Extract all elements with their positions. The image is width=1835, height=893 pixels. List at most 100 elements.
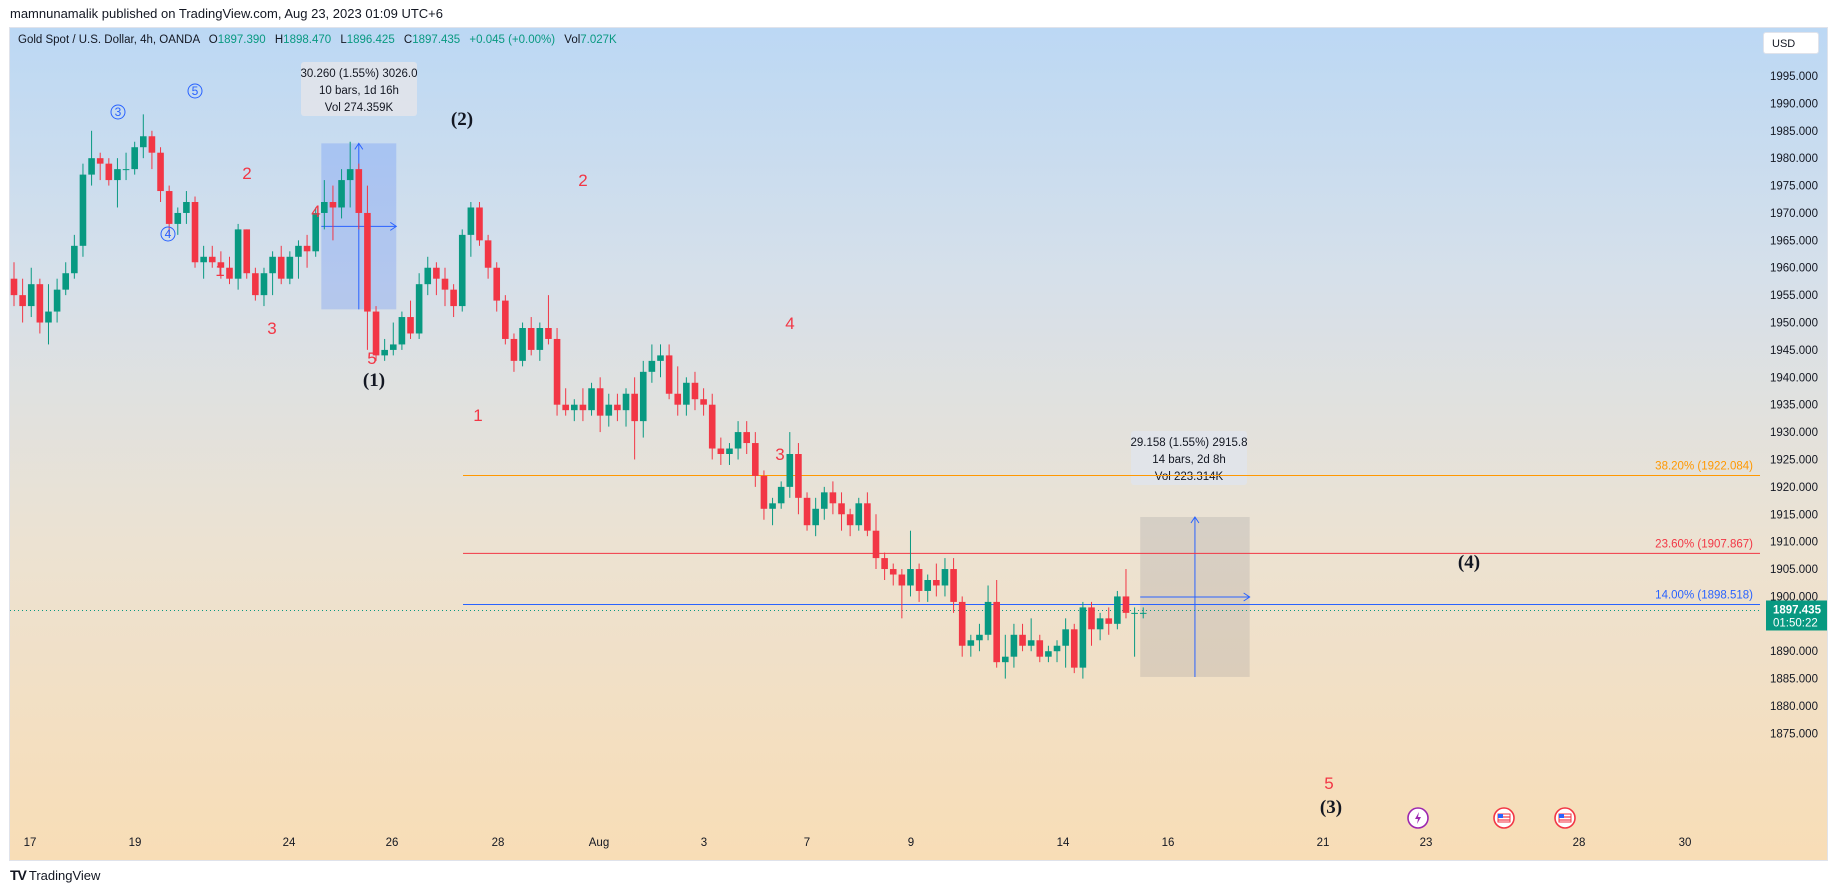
open-label: O [208,34,218,46]
volume-label: Vol [564,34,581,46]
candle-body [243,229,251,274]
candle-body [1002,656,1009,663]
candle-body [27,284,35,307]
candle-body [812,508,819,526]
volume-value: 7.027K [580,34,617,46]
chart-frame[interactable]: 30.260 (1.55%) 3026.0 10 bars, 1d 16h Vol … [9,27,1828,861]
candle-body [19,295,26,307]
change-value: +0.045 (+0.00%) [469,34,556,46]
wave-label-minor: 5 [1324,774,1333,793]
candle-body [734,432,742,449]
candle-body [105,163,113,181]
candle-body [1114,596,1121,624]
wave-label-circled [160,226,176,242]
candle-body [752,443,759,476]
y-axis-tick-label: 1930.000 [1770,427,1818,439]
fib-level-label: 23.60% (1907.867) [1655,538,1753,550]
candle-body [1139,612,1147,614]
candle-body [1131,612,1138,614]
candle-body [1079,607,1087,668]
candle-body [881,558,888,570]
candle-body [62,273,70,290]
candle-body [872,530,880,559]
x-axis-tick-label: 28 [492,837,505,849]
y-axis-tick-label: 1960.000 [1770,263,1818,275]
y-axis-tick-label: 1935.000 [1770,400,1818,412]
wave-label-major: (2) [451,109,473,130]
currency-button[interactable]: USD [1763,32,1819,54]
candle-body [588,388,595,411]
candle-body [415,284,423,334]
candle-body [976,634,983,641]
candle-body [346,169,354,181]
high-label: H [274,34,284,46]
flag-canton [1559,814,1564,818]
candle-body [329,202,337,208]
candle-body [993,601,1000,663]
x-axis-tick-label: 16 [1162,837,1175,849]
y-axis-tick-label: 1955.000 [1770,290,1818,302]
candle-body [312,212,319,252]
y-axis-tick-label: 1925.000 [1770,454,1818,466]
candle-body [1036,640,1044,657]
candle-body [450,289,457,307]
candle-body [234,229,242,279]
wave-label-minor: 4 [311,202,320,221]
candle-body [157,152,164,192]
candle-body [510,338,518,361]
arrow-head [354,142,364,150]
y-axis-tick-label: 1885.000 [1770,674,1818,686]
candle-body [527,328,535,350]
wave-label-major: (4) [1458,552,1480,573]
candle-body [829,492,837,504]
wave-label-minor: 2 [578,171,587,190]
candle-body [338,180,345,208]
candle-body [295,245,302,257]
wave-label-minor: 1 [215,261,224,280]
candle-body [1045,651,1052,657]
candle-body [433,267,440,279]
candle-body [217,262,225,268]
candle-body [907,569,914,586]
last-price-tag [1766,600,1827,631]
x-axis-tick-label: 19 [129,837,142,849]
candle-body [1122,596,1130,613]
wave-label-minor: 5 [367,349,376,368]
y-axis-tick-label: 1985.000 [1770,126,1818,138]
wave-label-circled [187,83,203,99]
wave-label-circled [110,104,126,120]
candle-body [605,404,613,416]
candle-body [614,404,621,411]
candle-body [174,212,182,224]
candle-body [1027,640,1035,646]
candle-body [252,273,259,296]
wave-label-minor: 4 [785,314,794,333]
flag-canton [1498,814,1503,818]
candle-body [855,503,863,526]
candle-body [519,328,526,361]
candle-body [1010,634,1018,657]
y-axis-tick-label: 1915.000 [1770,509,1818,521]
y-axis-tick-label: 1905.000 [1770,564,1818,576]
symbol-legend: Gold Spot / U.S. Dollar, 4h, OANDA O1897… [18,34,617,46]
candle-body [226,267,233,279]
candle-body [1105,618,1113,624]
candle-body [571,404,578,411]
candle-body [148,136,156,153]
y-axis-tick-label: 1950.000 [1770,318,1818,330]
x-axis-tick-label: 30 [1679,837,1692,849]
tradingview-logo[interactable]: TV TradingView [10,867,100,883]
y-axis-tick-label: 1900.000 [1770,591,1818,603]
open-value: 1897.390 [217,34,266,46]
candle-body [122,169,130,171]
y-axis-tick-label: 1970.000 [1770,208,1818,220]
price-chart[interactable]: 30.260 (1.55%) 3026.0 10 bars, 1d 16h Vol … [10,28,1827,860]
candle-body [786,454,794,487]
x-axis-tick-label: 24 [283,837,296,849]
candle-body [958,601,966,646]
candle-body [622,393,630,411]
candle-body [950,569,957,602]
candle-body [674,393,682,405]
y-axis-tick-label: 1990.000 [1770,98,1818,110]
wave-label-circled-text: 4 [165,227,172,241]
